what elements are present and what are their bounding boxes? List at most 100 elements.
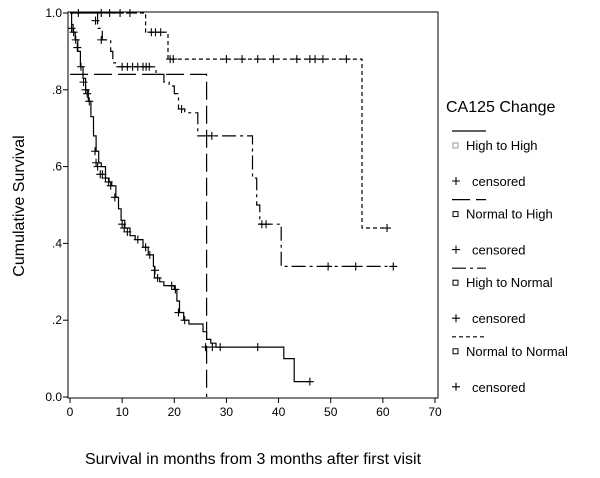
legend-censor-mark xyxy=(452,382,460,391)
censored-mark xyxy=(141,243,150,252)
censored-mark xyxy=(216,343,225,352)
censored-mark xyxy=(69,28,78,37)
censored-mark xyxy=(169,55,178,64)
censored-mark xyxy=(311,55,320,64)
censored-mark xyxy=(253,55,262,64)
x-tick-label: 70 xyxy=(428,405,442,419)
censored-mark xyxy=(208,343,217,352)
legend-swatch xyxy=(452,279,459,286)
censored-mark xyxy=(93,162,102,171)
censored-mark xyxy=(85,97,94,106)
censored-mark xyxy=(167,281,176,290)
legend-censored-label: censored xyxy=(472,174,525,189)
censored-mark xyxy=(342,55,351,64)
censored-mark xyxy=(145,250,154,259)
censored-mark xyxy=(92,158,101,167)
censored-mark xyxy=(104,177,113,186)
axis-layer: 0 10 20 30 40 50 60 70 0.0 .2 .4 .6 .8 1.0 xyxy=(45,6,442,419)
legend-label: High to Normal xyxy=(466,275,553,290)
censored-mark xyxy=(125,9,134,17)
x-tick-label: 10 xyxy=(115,405,129,419)
censored-mark xyxy=(262,220,271,229)
censored-mark xyxy=(180,316,189,325)
censored-mark xyxy=(238,55,247,64)
legend-censor-mark xyxy=(452,245,460,254)
censored-mark xyxy=(73,43,82,52)
censored-mark xyxy=(222,55,231,64)
censored-mark xyxy=(389,262,398,271)
legend-swatch xyxy=(452,142,459,149)
plot-frame xyxy=(67,11,439,399)
legend-censored-label: censored xyxy=(472,380,525,395)
legend-label: High to High xyxy=(466,138,538,153)
x-tick-label: 0 xyxy=(67,405,74,419)
x-tick-label: 50 xyxy=(324,405,338,419)
x-tick-label: 20 xyxy=(168,405,182,419)
censored-mark xyxy=(318,55,327,64)
legend-censored-label: censored xyxy=(472,243,525,258)
legend-censored-label: censored xyxy=(472,311,525,326)
censored-mark xyxy=(106,181,115,190)
censored-mark xyxy=(91,16,100,25)
censored-mark xyxy=(71,35,80,44)
censored-mark xyxy=(81,85,90,94)
censored-mark xyxy=(97,9,106,17)
censored-mark xyxy=(171,285,180,294)
censored-mark xyxy=(91,147,100,156)
series-line-normal-to-high xyxy=(70,73,208,397)
y-tick-label: 0.0 xyxy=(45,390,62,404)
series-layer xyxy=(67,9,398,397)
y-axis-label: Cumulative Survival xyxy=(11,135,28,276)
censored-mark xyxy=(76,62,85,71)
x-tick-label: 60 xyxy=(376,405,390,419)
legend: CA125 Change High to High censored Normal … xyxy=(446,99,568,395)
censored-mark xyxy=(269,55,278,64)
y-tick-label: .2 xyxy=(52,313,62,327)
censored-mark xyxy=(177,105,186,113)
censored-mark xyxy=(123,227,132,236)
legend-label: Normal to High xyxy=(466,207,553,222)
censored-mark xyxy=(174,308,183,317)
series-normal-to-high xyxy=(70,73,208,397)
legend-swatch xyxy=(452,211,459,218)
y-tick-label: .6 xyxy=(52,160,62,174)
censored-mark xyxy=(83,89,92,98)
legend-swatch xyxy=(452,348,459,355)
series-normal-to-normal xyxy=(70,9,392,233)
censored-mark xyxy=(133,235,142,244)
series-line-high-to-normal xyxy=(70,12,394,267)
y-tick-label: 1.0 xyxy=(45,6,62,20)
censored-mark xyxy=(324,262,333,271)
legend-label: Normal to Normal xyxy=(466,344,568,359)
legend-censor-mark xyxy=(452,314,460,323)
censored-mark xyxy=(305,377,314,386)
censored-mark xyxy=(292,55,301,64)
censored-mark xyxy=(201,343,210,352)
x-tick-label: 40 xyxy=(272,405,286,419)
censored-mark xyxy=(153,273,162,282)
censored-mark xyxy=(150,266,159,275)
censored-mark xyxy=(105,9,114,17)
censored-mark xyxy=(74,9,83,17)
censored-mark xyxy=(110,193,119,202)
censored-mark xyxy=(97,35,106,44)
x-axis-label: Survival in months from 3 months after f… xyxy=(85,451,422,468)
censored-mark xyxy=(79,78,88,87)
y-tick-label: .4 xyxy=(52,236,62,250)
series-line-high-to-high xyxy=(70,12,310,383)
censored-mark xyxy=(118,220,127,229)
censored-mark xyxy=(145,62,154,71)
legend-censor-mark xyxy=(452,177,460,185)
series-line-normal-to-normal xyxy=(70,12,387,229)
censored-mark xyxy=(67,24,76,33)
censored-mark xyxy=(156,28,165,37)
legend-title: CA125 Change xyxy=(446,99,556,116)
censored-mark xyxy=(253,343,262,352)
series-high-to-high xyxy=(67,12,314,386)
y-tick-label: .8 xyxy=(52,83,62,97)
x-tick-label: 30 xyxy=(220,405,234,419)
series-high-to-normal xyxy=(70,12,398,271)
censored-mark xyxy=(351,262,360,271)
censored-mark xyxy=(207,131,216,140)
